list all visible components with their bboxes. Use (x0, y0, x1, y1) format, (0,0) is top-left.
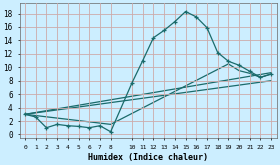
X-axis label: Humidex (Indice chaleur): Humidex (Indice chaleur) (88, 152, 208, 162)
